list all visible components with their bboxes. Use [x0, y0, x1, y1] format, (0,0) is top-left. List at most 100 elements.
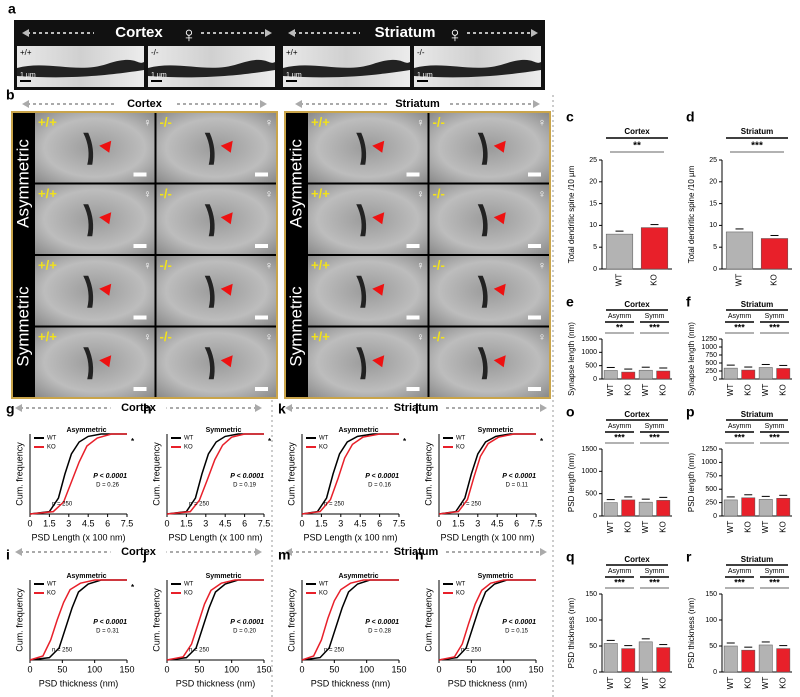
annotation: P < 0.0001 [502, 473, 536, 480]
legend-label: KO [456, 445, 465, 451]
panel-label: j [142, 547, 147, 563]
synapse [83, 132, 94, 165]
panel-label: l [415, 401, 419, 417]
y-tick-label: 50 [589, 643, 597, 650]
scale-bar [133, 387, 147, 391]
bar [758, 644, 773, 673]
annotation: n = 250 [461, 648, 482, 654]
scale-bar [133, 244, 147, 248]
scale-bar [133, 172, 147, 177]
panel-label: o [566, 404, 575, 420]
scale-label: 1 µm [417, 72, 433, 79]
bar [776, 648, 791, 673]
significance: *** [649, 432, 660, 442]
group-label: Symm [645, 423, 665, 430]
scale-bar [406, 244, 420, 248]
arrowhead-marker [372, 140, 385, 153]
panel-label: r [686, 549, 692, 565]
chart-title: Striatum [741, 555, 773, 564]
y-tick-label: 20 [709, 179, 717, 186]
em-image [35, 256, 155, 326]
genotype-label: +/+ [20, 48, 32, 57]
annotation: D = 0.28 [368, 629, 392, 635]
genotype-label: +/+ [38, 329, 57, 344]
y-tick-label: 750 [705, 352, 717, 359]
cdf-line [438, 433, 536, 515]
y-tick-label: 500 [705, 486, 717, 493]
sex-symbol: ♀ [416, 331, 424, 343]
annotation: * [131, 437, 135, 446]
chart-title: Symmetric [206, 427, 242, 434]
annotation: n = 250 [189, 648, 210, 654]
scale-bar [528, 172, 541, 177]
legend-label: KO [47, 445, 56, 451]
significance: *** [769, 577, 780, 587]
group-label: Symm [765, 423, 785, 430]
annotation: n = 250 [52, 648, 73, 654]
bar [640, 227, 669, 270]
annotation: D = 0.26 [96, 483, 120, 489]
y-tick-label: 500 [585, 363, 597, 370]
scale-bar [255, 172, 268, 177]
x-tick-label: 0 [164, 664, 169, 674]
annotation: * [131, 583, 135, 592]
sex-symbol: ♀ [265, 117, 273, 129]
group-label: Symm [645, 313, 665, 320]
em-image [308, 327, 428, 397]
genotype-label: -/- [433, 186, 445, 201]
arrowhead-marker [493, 283, 506, 296]
scale-bar [528, 387, 541, 391]
x-axis-label: PSD thickness (nm) [176, 678, 256, 688]
genotype-label: -/- [160, 114, 172, 129]
significance: *** [614, 577, 625, 587]
scale-bar [406, 315, 420, 320]
legend-label: WT [456, 436, 466, 442]
synapse [356, 204, 367, 237]
legend-label: KO [47, 591, 56, 597]
panel-label: a [8, 1, 16, 17]
x-tick-label: 50 [57, 664, 67, 674]
x-tick-label: 3 [203, 518, 208, 528]
arrowhead-marker [99, 283, 112, 296]
x-tick-label: WT [726, 384, 735, 397]
x-tick-label: 7.5 [258, 518, 271, 528]
y-tick-label: 100 [585, 617, 597, 624]
scale-bar [406, 387, 420, 391]
group-label: Asymm [728, 423, 752, 430]
em-image [429, 184, 549, 254]
y-tick-label: 5 [593, 244, 597, 251]
arrowhead-marker [99, 355, 112, 368]
panel-label: n [415, 547, 424, 563]
bar [656, 500, 671, 517]
legend-label: KO [184, 445, 193, 451]
y-tick-label: 1250 [701, 446, 717, 453]
x-tick-label: 50 [329, 664, 339, 674]
synapse [356, 132, 367, 165]
arrow-head [15, 548, 22, 556]
synapse [204, 132, 215, 165]
chart-title: Symmetric [478, 573, 514, 580]
panel-label: p [686, 404, 695, 420]
em-image [35, 113, 155, 183]
significance: *** [769, 432, 780, 442]
cdf-line [438, 433, 536, 515]
bar [605, 233, 634, 270]
y-axis-label: Synapse length (nm) [567, 322, 576, 396]
sex-symbol: ♀ [143, 188, 151, 200]
y-tick-label: 150 [705, 591, 717, 598]
dendrite [414, 59, 541, 78]
annotation: P < 0.0001 [502, 619, 536, 626]
genotype-label: +/+ [38, 257, 57, 272]
arrow-head [285, 548, 292, 556]
x-axis-label: PSD thickness (nm) [39, 678, 119, 688]
genotype-label: +/+ [311, 329, 330, 344]
legend-label: WT [319, 436, 329, 442]
x-tick-label: 100 [359, 664, 374, 674]
annotation: n = 250 [461, 502, 482, 508]
panel-label: b [6, 87, 15, 103]
arrowhead-marker [220, 140, 233, 153]
y-tick-label: 1250 [701, 336, 717, 343]
legend-label: KO [456, 591, 465, 597]
synapse [204, 275, 215, 308]
sex-symbol: ♀ [538, 260, 546, 272]
